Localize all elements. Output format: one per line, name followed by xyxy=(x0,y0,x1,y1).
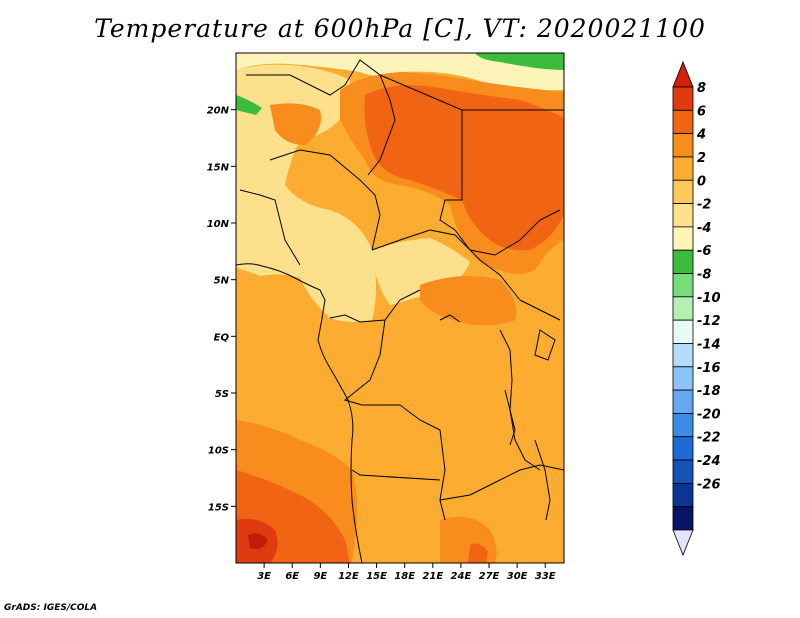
border-drc-angola xyxy=(343,319,446,521)
colorbar-label: -2 xyxy=(697,198,711,213)
border-angola-namibia xyxy=(351,469,441,481)
colorbar-over-arrow xyxy=(672,60,694,88)
colorbar-swatch xyxy=(672,436,694,461)
atlantic-coastline xyxy=(236,263,363,563)
x-tick-label: 24E xyxy=(451,571,472,582)
hot-patch-south xyxy=(468,543,488,563)
x-tick-label: 27E xyxy=(479,571,500,582)
colorbar-swatch xyxy=(672,156,694,181)
colorbar-swatch xyxy=(672,506,694,531)
colorbar-swatch xyxy=(672,413,694,438)
lake-tanganyika xyxy=(504,389,516,446)
y-tick-label: 5N xyxy=(214,276,230,287)
lake-victoria-outline xyxy=(519,299,561,361)
colorbar-label: -4 xyxy=(697,221,711,236)
colorbar-label: -12 xyxy=(697,314,721,329)
colorbar-swatch xyxy=(672,459,694,484)
cool-region-central xyxy=(372,238,470,305)
country-borders xyxy=(236,59,564,563)
colorbar-swatch xyxy=(672,86,694,111)
border-chad-sudan xyxy=(439,110,561,256)
colorbar-swatch xyxy=(672,296,694,321)
warm-spot-west-africa xyxy=(270,103,321,145)
border-niger-nigeria xyxy=(269,149,381,251)
border-algeria-mali-niger xyxy=(246,59,396,176)
peak-spot-southwest xyxy=(248,533,268,549)
colorbar-label: -14 xyxy=(697,338,721,353)
map-frame xyxy=(235,52,565,564)
y-tick-label: 10N xyxy=(207,219,230,230)
colorbar-label: 6 xyxy=(697,104,706,119)
y-tick-label: 15N xyxy=(207,162,230,173)
x-tick-label: 33E xyxy=(535,571,556,582)
colorbar: 8 6 4 2 0 -2 -4 -6 -8 -10 -12 -14 -16 -18 -20 -22 -24 -26 xyxy=(672,60,721,557)
y-tick-label: 15S xyxy=(208,502,229,513)
colorbar-label: -10 xyxy=(697,291,721,306)
river-segment xyxy=(439,314,461,323)
border-west-africa xyxy=(239,189,301,266)
lake-malawi xyxy=(534,439,551,521)
border-car xyxy=(371,229,521,301)
colorbar-under-arrow xyxy=(672,529,694,557)
grads-credit: GrADS: IGES/COLA xyxy=(4,603,98,613)
colorbar-label: -16 xyxy=(697,361,721,376)
colorbar-label: -22 xyxy=(697,431,721,446)
colorbar-label: -18 xyxy=(697,384,721,399)
x-tick-label: 18E xyxy=(394,571,415,582)
colorbar-swatch xyxy=(672,109,694,135)
colorbar-swatch xyxy=(672,273,694,298)
colorbar-label: -6 xyxy=(697,244,711,259)
hot-region-sahara xyxy=(364,85,564,251)
x-tick-label: 3E xyxy=(257,571,271,582)
colorbar-label: 0 xyxy=(697,174,706,189)
colorbar-label: -26 xyxy=(697,477,721,492)
border-libya xyxy=(379,74,564,111)
x-tick-label: 6E xyxy=(285,571,299,582)
colorbar-label: 2 xyxy=(697,151,706,166)
border-cameroon-congo xyxy=(329,289,421,323)
y-tick-label: EQ xyxy=(214,332,230,343)
ocean-patch-west xyxy=(236,275,267,395)
x-tick-label: 15E xyxy=(366,571,387,582)
colorbar-label: 8 xyxy=(697,81,706,96)
colorbar-label: -8 xyxy=(697,268,711,283)
x-axis: 3E 6E 9E 12E 15E 18E 21E 24E 27E 30E 33E xyxy=(257,563,556,582)
colorbar-label: -24 xyxy=(697,454,721,469)
colorbar-swatch xyxy=(672,133,694,158)
colorbar-label: 4 xyxy=(696,128,706,143)
cold-spot-northwest xyxy=(236,95,262,115)
colorbar-swatch xyxy=(672,226,694,251)
colorbar-swatch xyxy=(672,319,694,344)
cool-band-north xyxy=(236,53,564,92)
map-title: Temperature at 600hPa [C], VT: 202002110… xyxy=(94,14,706,43)
colorbar-swatch xyxy=(672,203,694,228)
colorbar-swatch xyxy=(672,179,694,204)
colorbar-swatch xyxy=(672,366,694,391)
temperature-field xyxy=(236,53,564,563)
colorbar-swatch xyxy=(672,249,694,274)
colorbar-swatch xyxy=(672,482,694,508)
colorbar-swatch xyxy=(672,389,694,414)
colorbar-label: -20 xyxy=(697,407,721,422)
y-tick-label: 5S xyxy=(215,389,229,400)
colorbar-swatch xyxy=(672,343,694,368)
x-tick-label: 9E xyxy=(313,571,327,582)
y-tick-label: 20N xyxy=(207,106,230,117)
cool-region-west xyxy=(236,64,376,323)
x-tick-label: 12E xyxy=(338,571,359,582)
x-tick-label: 30E xyxy=(507,571,528,582)
warm-patch-congo xyxy=(420,276,516,326)
y-axis: 20N 15N 10N 5N EQ 5S 10S 15S xyxy=(207,106,236,513)
x-tick-label: 21E xyxy=(422,571,443,582)
y-tick-label: 10S xyxy=(208,446,229,457)
